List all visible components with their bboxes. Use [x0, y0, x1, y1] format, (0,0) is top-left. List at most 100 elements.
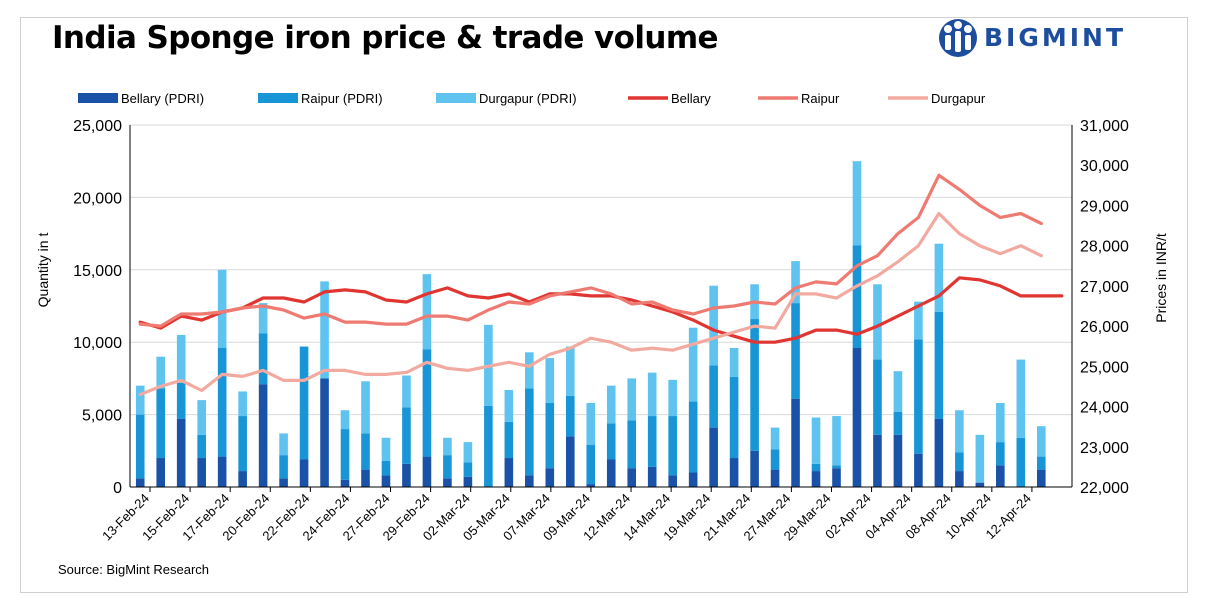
bar	[852, 245, 862, 348]
y-tick-label: 10,000	[73, 335, 122, 352]
y2-tick-label: 28,000	[1080, 239, 1129, 256]
bar	[811, 417, 821, 464]
legend-label: Durgapur	[931, 91, 986, 106]
series-line	[138, 276, 1064, 344]
bar	[606, 423, 616, 460]
bar	[873, 359, 882, 435]
bar	[709, 365, 718, 428]
y-tick-label: 20,000	[73, 190, 122, 207]
bar	[688, 327, 698, 402]
bar	[627, 468, 637, 487]
bar	[668, 475, 677, 487]
bar	[1016, 359, 1026, 438]
bar	[606, 459, 616, 487]
bar	[770, 469, 780, 487]
bar	[996, 403, 1005, 443]
bar	[832, 465, 841, 469]
legend-label: Bellary (PDRI)	[121, 91, 204, 106]
bar	[504, 458, 514, 487]
bar	[463, 442, 473, 463]
bar	[1036, 456, 1046, 470]
bar	[791, 261, 800, 304]
bar	[443, 478, 452, 487]
legend-label: Raipur	[801, 91, 840, 106]
axes: 0 5,000 10,000 15,000 20,000 25,000 22,000 23,0…	[73, 118, 1129, 544]
bar	[852, 161, 862, 246]
legend-label: Raipur (PDRI)	[301, 91, 383, 106]
y2-tick-label: 23,000	[1080, 440, 1129, 457]
bar	[770, 449, 780, 470]
y2-tick-label: 24,000	[1080, 400, 1129, 417]
bar	[975, 434, 985, 483]
bar	[586, 403, 596, 446]
bar	[914, 339, 923, 454]
logo-wordmark: BIGMINT	[984, 23, 1127, 52]
bar	[197, 458, 206, 487]
bar	[135, 414, 145, 479]
bar	[627, 378, 637, 421]
bar	[647, 372, 657, 417]
line-series	[138, 173, 1064, 397]
bar	[565, 346, 575, 396]
bar	[709, 427, 718, 487]
bar	[832, 416, 841, 466]
bar	[443, 437, 452, 456]
bar	[422, 456, 432, 487]
bar	[1036, 426, 1046, 457]
bar	[750, 450, 759, 487]
bar	[525, 475, 534, 487]
bar	[934, 418, 944, 487]
bar-series	[135, 161, 1046, 487]
bar	[586, 445, 596, 485]
legend-label: Durgapur (PDRI)	[479, 91, 577, 106]
bar	[402, 463, 411, 487]
bar	[647, 416, 657, 467]
bar	[402, 407, 411, 464]
bar	[893, 371, 903, 412]
bar	[361, 469, 370, 487]
bar	[217, 269, 227, 348]
bar	[156, 356, 166, 389]
bar	[791, 303, 800, 399]
bar	[545, 468, 555, 487]
bar	[176, 418, 186, 487]
bar	[852, 347, 862, 487]
y2-tick-label: 30,000	[1080, 158, 1129, 175]
bar	[729, 376, 739, 459]
bar	[443, 455, 452, 479]
bar	[688, 472, 698, 487]
chart-frame	[20, 17, 1188, 593]
bar	[668, 416, 677, 476]
bigmint-logo: BIGMINT	[936, 14, 1156, 62]
bar	[238, 471, 247, 487]
bar	[402, 375, 411, 408]
bar	[565, 395, 575, 437]
bar	[381, 437, 391, 461]
y2-tick-label: 26,000	[1080, 319, 1129, 336]
y-tick-label: 0	[113, 480, 122, 497]
bar	[176, 334, 186, 383]
y2-tick-label: 31,000	[1080, 118, 1129, 135]
bar	[914, 453, 923, 487]
bar	[955, 471, 964, 487]
bar	[238, 391, 247, 417]
y2-tick-label: 22,000	[1080, 480, 1129, 497]
legend-swatch	[436, 93, 476, 103]
bar	[279, 455, 288, 479]
bar	[770, 427, 780, 450]
bar	[197, 434, 206, 459]
bar	[975, 482, 985, 487]
bar	[545, 358, 555, 404]
bar	[299, 459, 309, 487]
legend-swatch	[258, 93, 298, 103]
logo-mark-icon	[939, 19, 977, 57]
bar	[340, 410, 350, 430]
chart-title: India Sponge iron price & trade volume	[52, 20, 719, 56]
bar	[320, 281, 329, 379]
bar	[135, 385, 145, 415]
bar	[934, 311, 944, 419]
bar	[996, 442, 1005, 466]
bar	[217, 347, 227, 457]
bar	[893, 434, 903, 487]
